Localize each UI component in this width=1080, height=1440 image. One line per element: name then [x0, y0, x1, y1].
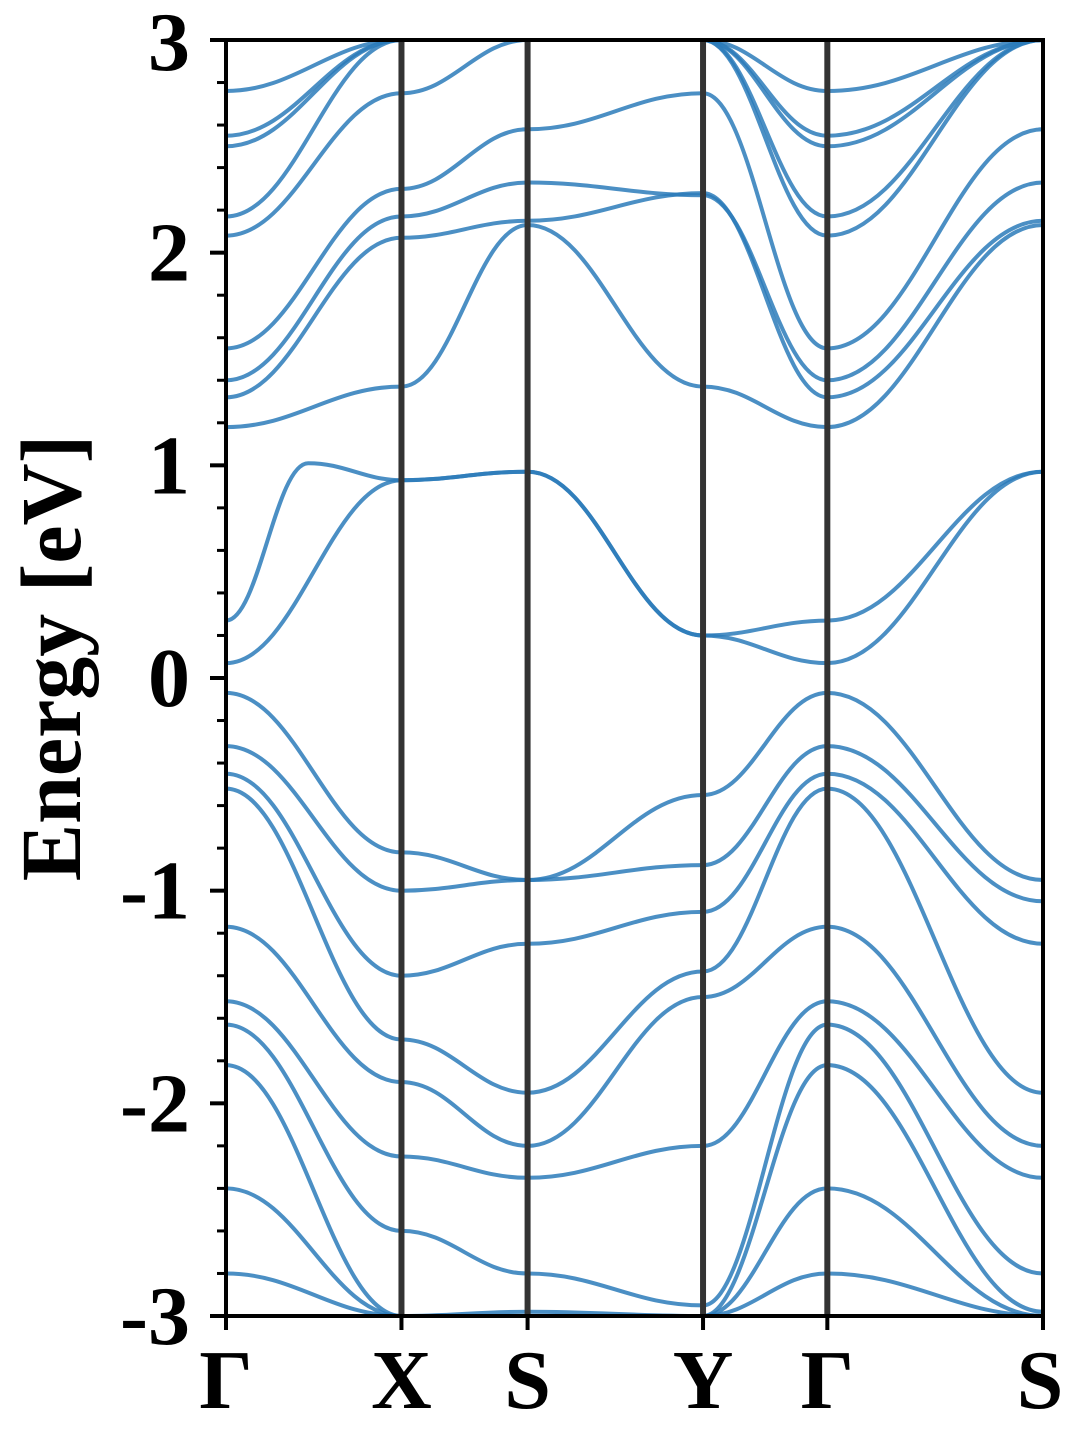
band-line-12 — [226, 1271, 1043, 1316]
band-line-17 — [226, 40, 1043, 238]
x-tick-label: S — [1017, 1334, 1064, 1427]
band-line-14 — [226, 191, 1043, 400]
x-tick-label: X — [371, 1334, 432, 1427]
band-line-21 — [226, 40, 1043, 94]
band-line-16 — [226, 91, 1043, 351]
band-line-20 — [226, 40, 1043, 138]
y-tick-label: 3 — [148, 0, 190, 89]
band-line-6 — [226, 786, 1043, 1095]
band-line-8 — [226, 999, 1043, 1180]
band-line-5 — [226, 771, 1043, 978]
x-tick-label: Y — [673, 1334, 734, 1427]
y-tick-label: -1 — [120, 845, 190, 938]
band-line-18 — [226, 40, 1043, 219]
y-axis-ticks: 3 2 1 0 -1 -2 -3 — [120, 0, 226, 1363]
band-line-7 — [226, 924, 1043, 1148]
x-tick-label: Γ — [199, 1334, 252, 1427]
band-lines — [226, 40, 1043, 1316]
band-line-1 — [226, 469, 1043, 666]
y-tick-label: 0 — [148, 632, 190, 725]
y-tick-label: 1 — [148, 419, 190, 512]
band-line-9 — [226, 1022, 1043, 1308]
x-tick-label: Γ — [801, 1334, 854, 1427]
y-tick-label: -2 — [120, 1057, 190, 1150]
kpoint-dividers — [398, 40, 831, 1316]
y-tick-label: -3 — [120, 1270, 190, 1363]
band-line-4 — [226, 744, 1043, 904]
band-line-3 — [226, 690, 1043, 883]
y-axis-label: Energy [eV] — [3, 435, 99, 882]
band-line-15 — [226, 180, 1043, 383]
band-line-11 — [226, 1186, 1043, 1316]
band-line-2 — [226, 461, 1043, 638]
y-tick-label: 2 — [148, 207, 190, 300]
plot-frame — [224, 38, 1045, 1318]
band-line-19 — [226, 40, 1043, 149]
x-tick-label: S — [504, 1334, 551, 1427]
